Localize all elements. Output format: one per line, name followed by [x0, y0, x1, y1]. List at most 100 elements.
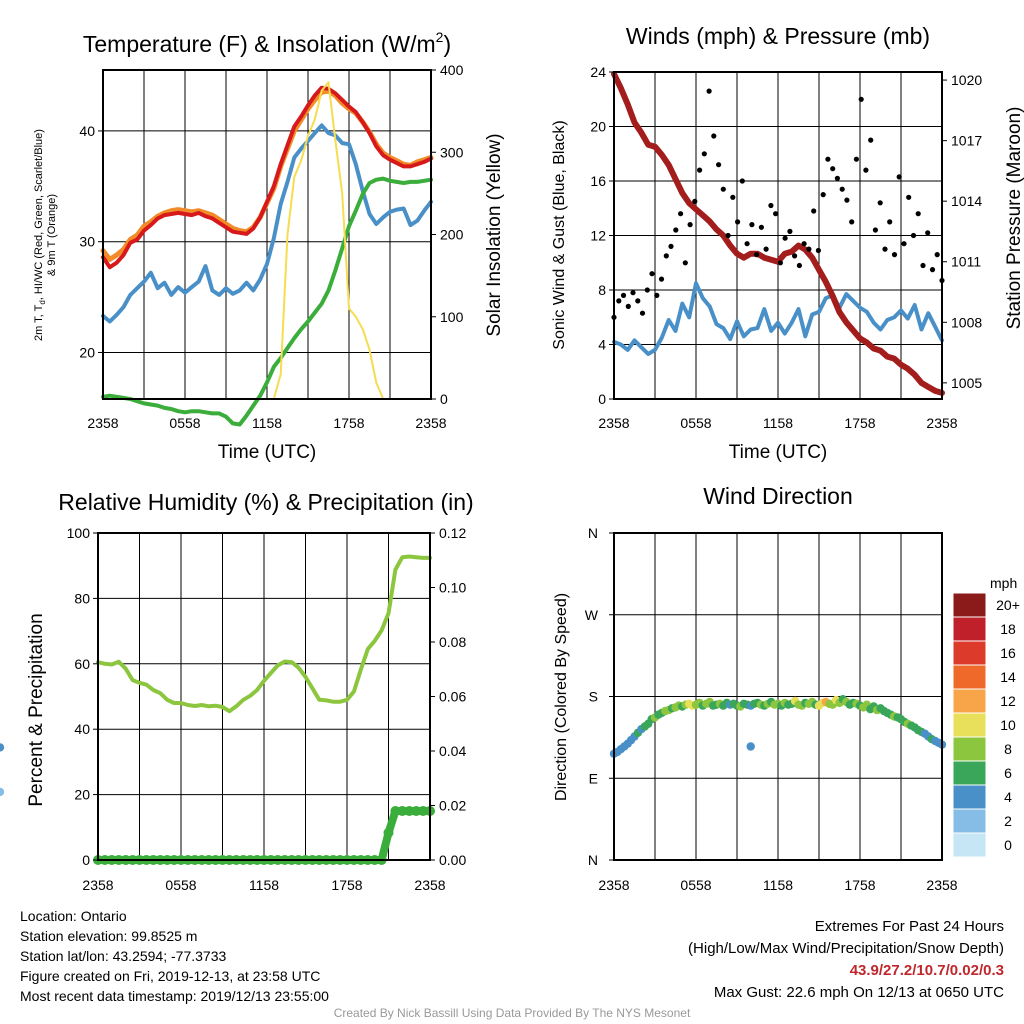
humidity-y2-tick-label: 0.06 — [439, 689, 466, 705]
direction-x-tick-label: 0558 — [680, 877, 711, 893]
winds-y-tick-label: 24 — [590, 64, 606, 80]
gust-point — [834, 175, 841, 181]
station-info: Location: Ontario Station elevation: 99.… — [20, 906, 329, 1006]
gust-point — [877, 200, 883, 206]
dewpoint-line — [101, 176, 433, 427]
legend-label: 12 — [1000, 693, 1016, 709]
humidity-x-tick-label: 0558 — [165, 877, 196, 893]
gust-point — [725, 232, 731, 239]
gust-point — [801, 241, 807, 247]
precip-point — [411, 806, 422, 816]
humidity-panel: Relative Humidity (%) & Precipitation (i… — [26, 489, 474, 893]
gust-point — [649, 271, 655, 277]
humidity-gridlines — [98, 533, 430, 860]
winds-y-tick-label: 4 — [598, 337, 606, 353]
gust-point — [901, 241, 907, 247]
humidity-panel-title: Relative Humidity (%) & Precipitation (i… — [58, 489, 473, 515]
winds-x-tick-label: 2358 — [598, 415, 629, 431]
gust-point — [915, 211, 921, 217]
gust-point — [934, 252, 940, 258]
gust-point — [620, 292, 627, 298]
humidity-y-label: Percent & Precipitation — [26, 613, 47, 806]
temperature-y-tick-label: 20 — [79, 344, 95, 360]
legend-swatch — [952, 760, 987, 786]
recent-timestamp: Most recent data timestamp: 2019/12/13 2… — [20, 988, 329, 1004]
winds-y2-tick-label: 1014 — [951, 193, 982, 209]
direction-point — [746, 742, 755, 751]
gust-point — [782, 235, 788, 241]
direction-y-tick-label: W — [585, 607, 599, 623]
humidity-y-tick-label: 20 — [74, 787, 90, 803]
winds-y2-tick-label: 1017 — [951, 133, 982, 149]
humidity-x-tick-label: 1158 — [249, 877, 279, 893]
gust-point — [678, 211, 684, 217]
gust-point — [630, 290, 636, 296]
gust-point — [844, 197, 850, 203]
temperature-title-sup: 2 — [436, 29, 444, 45]
gust-point — [858, 96, 864, 102]
legend-label: 8 — [1004, 741, 1012, 757]
gust-point — [716, 162, 722, 168]
humidity-x-tick-label: 1758 — [331, 877, 362, 893]
direction-legend-title: mph — [990, 575, 1017, 591]
humidity-x-tick-label: 2358 — [414, 877, 445, 893]
winds-x-tick-label: 0558 — [680, 415, 711, 431]
direction-y-tick-label: S — [589, 689, 598, 705]
gust-point — [815, 247, 822, 254]
temperature-y-label-a: 2m T, T — [33, 304, 45, 341]
legend-swatch — [952, 712, 987, 738]
humidity-y-ticks: 0 20 40 60 80 100 — [67, 525, 98, 868]
temperature-y2-tick-label: 100 — [440, 309, 464, 325]
gust-point — [849, 219, 855, 225]
gust-point — [639, 310, 646, 316]
temperature-x-tick-label: 2358 — [87, 415, 118, 431]
direction-x-tick-label: 2358 — [598, 877, 629, 893]
temperature-y-tick-label: 30 — [79, 234, 95, 250]
temperature-y-label-line2: & 9m T (Orange) — [46, 194, 58, 276]
gust-point — [872, 227, 879, 233]
winds-y2-tick-label: 1008 — [951, 314, 982, 330]
humidity-y2-tick-label: 0.00 — [439, 852, 466, 868]
temperature-x-tick-label: 1758 — [333, 415, 364, 431]
gust-point — [644, 287, 650, 293]
humidity-y-tick-label: 40 — [74, 721, 90, 737]
winds-y-label: Sonic Wind & Gust (Blue, Black) — [551, 120, 568, 349]
winds-panel: Winds (mph) & Pressure (mb) 04812162024 … — [551, 23, 1024, 463]
gust-point — [697, 167, 703, 173]
winds-y2-tick-label: 1011 — [951, 254, 981, 270]
legend-label: 10 — [1000, 717, 1016, 733]
direction-x-tick-label: 1158 — [763, 877, 793, 893]
temperature-x-ticks: 2358 0558 1158 1758 2358 — [87, 415, 446, 431]
gust-point — [806, 246, 812, 252]
temperature-y2-label: Solar Insolation (Yellow) — [484, 133, 505, 336]
gust-point — [654, 292, 660, 298]
gust-point — [887, 219, 893, 225]
station-latlon: Station lat/lon: 43.2594; -77.3733 — [20, 948, 227, 964]
legend-swatch — [952, 616, 987, 642]
gust-point — [663, 253, 669, 259]
direction-x-tick-label: 2358 — [926, 877, 957, 893]
precip-point — [390, 806, 401, 816]
gust-point — [720, 186, 726, 192]
winds-y2-tick-label: 1005 — [951, 375, 982, 391]
extremes-values: 43.9/27.2/10.7/0.02/0.3 — [849, 962, 1004, 979]
extremes-legend: (High/Low/Max Wind/Precipitation/Snow De… — [688, 940, 1004, 957]
direction-panel-title: Wind Direction — [703, 483, 853, 509]
gust-point — [787, 228, 793, 234]
direction-y-label: Direction (Colored By Speed) — [553, 593, 570, 801]
gust-point — [730, 194, 736, 200]
gust-point — [863, 167, 869, 173]
winds-y2-ticks: 1005 1008 1011 1014 1017 1020 — [942, 72, 982, 391]
temperature-title-close: ) — [443, 31, 451, 57]
gust-point — [777, 260, 784, 266]
gust-point — [739, 178, 745, 184]
humidity-x-ticks: 2358 0558 1158 1758 2358 — [82, 877, 445, 893]
legend-label: 14 — [1000, 669, 1016, 685]
legend-swatch — [952, 640, 987, 666]
temperature-panel: Temperature (F) & Insolation (W/m2) 2030… — [33, 29, 505, 463]
gust-point — [673, 227, 679, 233]
gust-point — [616, 298, 622, 304]
temperature-gridlines — [103, 70, 431, 399]
